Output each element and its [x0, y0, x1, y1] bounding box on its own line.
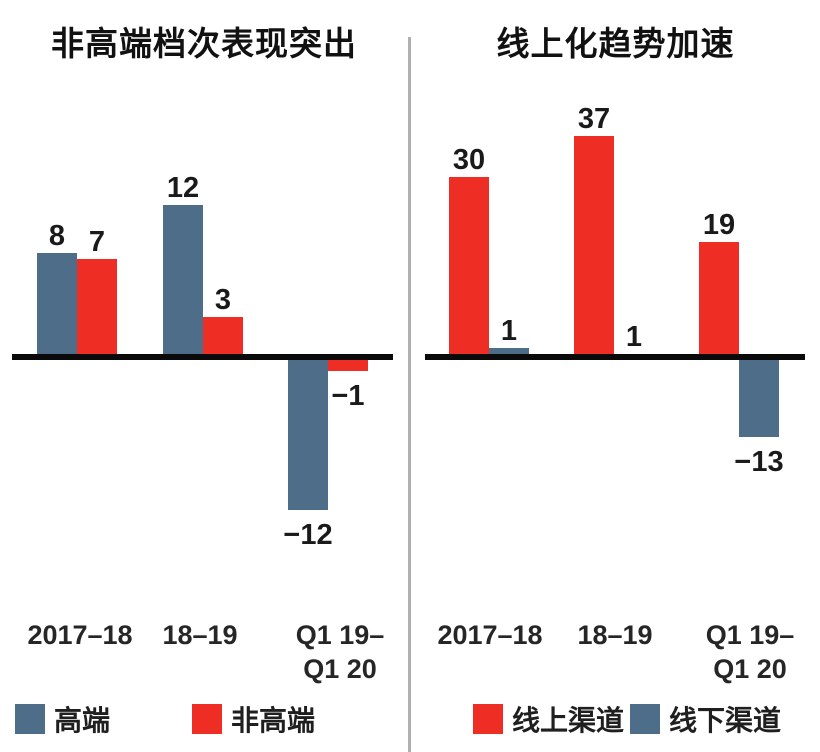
- category-label: 2017–18: [437, 620, 543, 650]
- bar-非高端-1: [77, 259, 117, 354]
- panel-divider: [408, 37, 411, 752]
- bar-非高端-2: [203, 317, 243, 354]
- value-label: 1: [625, 321, 643, 353]
- bar-非高端-3: [328, 360, 368, 371]
- legend-item-非高端: 非高端: [192, 703, 315, 736]
- bar-高端-1: [37, 253, 77, 354]
- bar-线上渠道-2: [574, 136, 614, 354]
- value-label: 37: [577, 103, 611, 135]
- value-label: 12: [166, 172, 200, 204]
- bar-高端-2: [163, 205, 203, 354]
- legend-swatch-icon: [630, 704, 660, 734]
- x-axis: [12, 354, 393, 360]
- bar-线下渠道-3: [739, 360, 779, 437]
- bar-高端-3: [288, 360, 328, 510]
- value-label: 7: [88, 226, 106, 258]
- legend-label: 非高端: [231, 705, 316, 736]
- legend-swatch-icon: [192, 704, 222, 734]
- legend-swatch-icon: [473, 704, 503, 734]
- bar-线上渠道-1: [449, 177, 489, 354]
- left-chart-title: 非高端档次表现突出: [51, 25, 357, 62]
- category-label: 18–19: [162, 620, 238, 650]
- category-label: 18–19: [577, 620, 653, 650]
- category-label: 2017–18: [27, 620, 133, 650]
- bar-线下渠道-1: [489, 348, 529, 354]
- value-label: −1: [331, 380, 365, 412]
- legend-item-高端: 高端: [15, 703, 110, 736]
- category-label: Q1 19– Q1 20: [295, 620, 385, 684]
- value-label: 30: [452, 144, 486, 176]
- legend-item-线下渠道: 线下渠道: [630, 703, 781, 736]
- category-label: Q1 19– Q1 20: [705, 620, 795, 684]
- legend-label: 线下渠道: [669, 705, 782, 736]
- value-label: −12: [283, 519, 333, 551]
- bar-线上渠道-3: [699, 242, 739, 354]
- value-label: 19: [702, 209, 736, 241]
- value-label: 1: [500, 315, 518, 347]
- value-label: −13: [734, 446, 784, 478]
- x-axis: [425, 354, 805, 360]
- legend-label: 高端: [54, 705, 111, 736]
- value-label: 3: [214, 284, 232, 316]
- legend-swatch-icon: [15, 704, 45, 734]
- legend-label: 线上渠道: [512, 705, 625, 736]
- value-label: 8: [48, 220, 66, 252]
- right-chart-title: 线上化趋势加速: [496, 25, 735, 62]
- legend-item-线上渠道: 线上渠道: [473, 703, 624, 736]
